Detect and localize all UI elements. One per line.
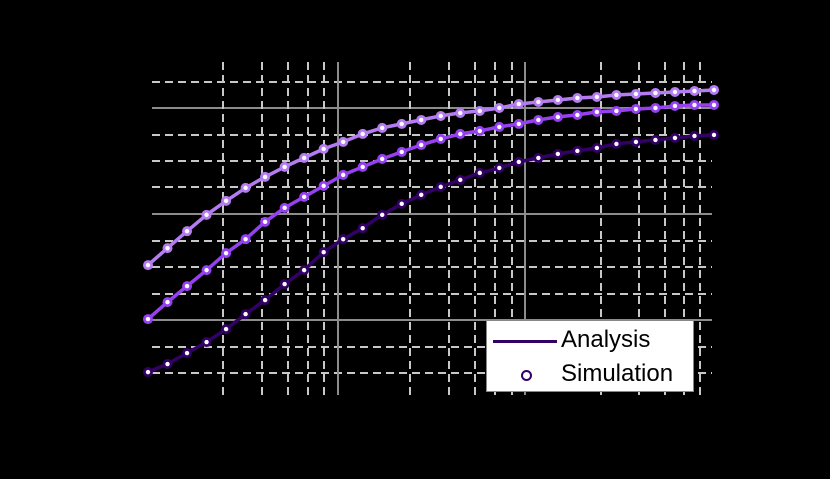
series-3 xyxy=(143,129,719,378)
legend-label-simulation: Simulation xyxy=(561,360,674,387)
legend: Analysis Simulation xyxy=(486,320,694,392)
legend-item-analysis: Analysis xyxy=(487,325,693,355)
data-series xyxy=(143,84,719,378)
legend-item-simulation: Simulation xyxy=(487,359,693,389)
series-1 xyxy=(143,84,719,271)
series-2 xyxy=(143,99,719,325)
line-swatch-icon xyxy=(493,340,557,343)
legend-label-analysis: Analysis xyxy=(561,326,651,353)
circle-marker-icon xyxy=(521,370,532,381)
